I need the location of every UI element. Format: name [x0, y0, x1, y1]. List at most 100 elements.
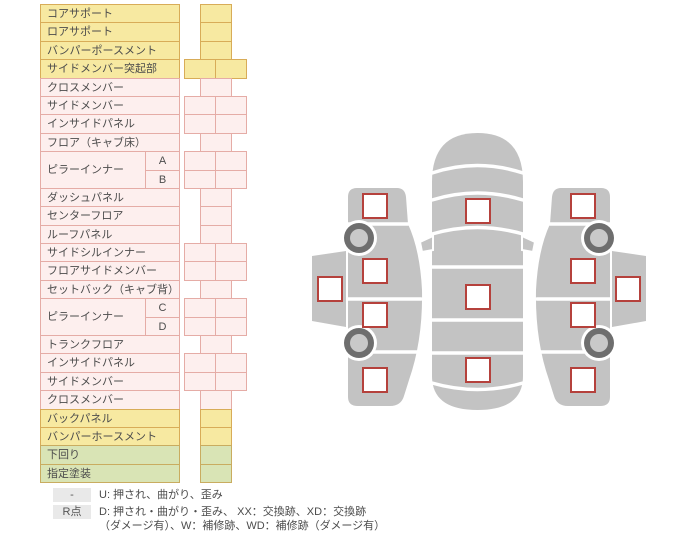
marker-right-rear-door[interactable]: [570, 302, 596, 328]
damage-cell[interactable]: [215, 151, 247, 171]
damage-cells: [184, 206, 247, 226]
table-row: セットバック（キャブ背）: [40, 279, 247, 300]
damage-cell[interactable]: [215, 243, 247, 263]
part-label: 下回り: [40, 445, 180, 465]
part-label: サイドメンバー: [40, 95, 180, 116]
damage-cells: [184, 408, 247, 429]
part-label: クロスメンバー: [40, 77, 180, 97]
table-row: ピラーインナー A B: [40, 151, 247, 189]
part-label: トランクフロア: [40, 335, 180, 355]
damage-cell[interactable]: [184, 59, 216, 79]
damage-cell[interactable]: [199, 463, 232, 484]
damage-cell[interactable]: [199, 408, 232, 429]
damage-cells: [184, 298, 247, 318]
damage-cell[interactable]: [184, 114, 216, 134]
damage-cell[interactable]: [199, 4, 232, 24]
part-label: ピラーインナー: [40, 151, 146, 189]
table-row: ピラーインナー C D: [40, 298, 247, 337]
wheel-icon: [341, 325, 377, 361]
part-label: ルーフパネル: [40, 224, 180, 245]
marker-right-sill[interactable]: [615, 276, 641, 302]
marker-trunk[interactable]: [465, 357, 491, 383]
table-row: バンパーホースメント: [40, 427, 247, 447]
part-label: バックパネル: [40, 408, 180, 429]
damage-cell[interactable]: [184, 261, 216, 281]
damage-cell[interactable]: [215, 316, 247, 337]
part-label: ピラーインナー: [40, 298, 146, 337]
side-mirror-right-icon: [521, 234, 537, 254]
damage-cell[interactable]: [184, 151, 216, 171]
damage-cell[interactable]: [199, 77, 232, 97]
parts-table: コアサポート ロアサポート バンパーポースメント サイドメンバー突起部 クロスメンバーサ…: [40, 4, 247, 484]
damage-cell[interactable]: [215, 169, 247, 189]
damage-cell[interactable]: [215, 353, 247, 373]
damage-cell[interactable]: [199, 132, 232, 153]
damage-cell[interactable]: [199, 187, 232, 208]
damage-cell[interactable]: [199, 335, 232, 355]
damage-cell[interactable]: [215, 59, 247, 79]
damage-cells: [184, 243, 247, 263]
damage-cell[interactable]: [184, 371, 216, 392]
damage-cells: [184, 40, 247, 61]
damage-cell[interactable]: [184, 353, 216, 373]
legend-text-d2: （ダメージ有）、W：補修跡、WD：補修跡（ダメージ有）: [99, 520, 386, 532]
damage-cell[interactable]: [199, 445, 232, 465]
damage-cell[interactable]: [184, 316, 216, 337]
damage-cell[interactable]: [199, 279, 232, 300]
marker-right-quarter[interactable]: [570, 367, 596, 393]
damage-cell[interactable]: [184, 95, 216, 116]
damage-cell[interactable]: [199, 40, 232, 61]
table-row: バンパーポースメント: [40, 40, 247, 61]
part-sub-label: C: [145, 298, 180, 318]
marker-left-front-fender[interactable]: [362, 193, 388, 219]
damage-cells: [184, 95, 247, 116]
legend-text-d: D: 押され・曲がり・歪み、 XX：交換跡、XD：交換跡: [99, 506, 367, 518]
damage-cell[interactable]: [215, 261, 247, 281]
marker-right-front-fender[interactable]: [570, 193, 596, 219]
damage-cell[interactable]: [215, 371, 247, 392]
damage-cell[interactable]: [184, 298, 216, 318]
damage-cells: [184, 114, 247, 134]
damage-cells: [184, 390, 247, 410]
damage-cell[interactable]: [199, 427, 232, 447]
table-row: クロスメンバー: [40, 390, 247, 410]
table-row: サイドメンバー突起部: [40, 59, 247, 79]
marker-roof[interactable]: [465, 284, 491, 310]
damage-cell[interactable]: [215, 298, 247, 318]
damage-cell[interactable]: [184, 169, 216, 189]
marker-left-rear-door[interactable]: [362, 302, 388, 328]
damage-cells: [184, 224, 247, 245]
damage-cell[interactable]: [199, 390, 232, 410]
marker-left-quarter[interactable]: [362, 367, 388, 393]
part-label: バンパーホースメント: [40, 427, 180, 447]
part-label: コアサポート: [40, 4, 180, 24]
table-row: サイドメンバー: [40, 95, 247, 116]
damage-cells: [184, 427, 247, 447]
damage-cell[interactable]: [199, 224, 232, 245]
part-label: ロアサポート: [40, 22, 180, 42]
top-view-car: [418, 133, 537, 410]
table-row: インサイドパネル: [40, 353, 247, 373]
damage-cell[interactable]: [215, 114, 247, 134]
damage-cell[interactable]: [199, 22, 232, 42]
damage-cells: [184, 59, 247, 79]
marker-left-sill[interactable]: [317, 276, 343, 302]
table-row: 指定塗装: [40, 463, 247, 484]
marker-left-front-door[interactable]: [362, 258, 388, 284]
damage-cell[interactable]: [199, 206, 232, 226]
table-row: サイドシルインナー: [40, 243, 247, 263]
legend-row: - U: 押され、曲がり、歪み: [40, 488, 385, 502]
table-row: 下回り: [40, 445, 247, 465]
part-label: クロスメンバー: [40, 390, 180, 410]
damage-cells: [184, 4, 247, 24]
damage-cell[interactable]: [215, 95, 247, 116]
part-label: ダッシュパネル: [40, 187, 180, 208]
marker-hood[interactable]: [465, 198, 491, 224]
table-row: バックパネル: [40, 408, 247, 429]
marker-right-front-door[interactable]: [570, 258, 596, 284]
table-row: ダッシュパネル: [40, 187, 247, 208]
part-sub-label: A: [145, 151, 180, 171]
damage-cells: [184, 187, 247, 208]
damage-cell[interactable]: [184, 243, 216, 263]
part-label: インサイドパネル: [40, 353, 180, 373]
